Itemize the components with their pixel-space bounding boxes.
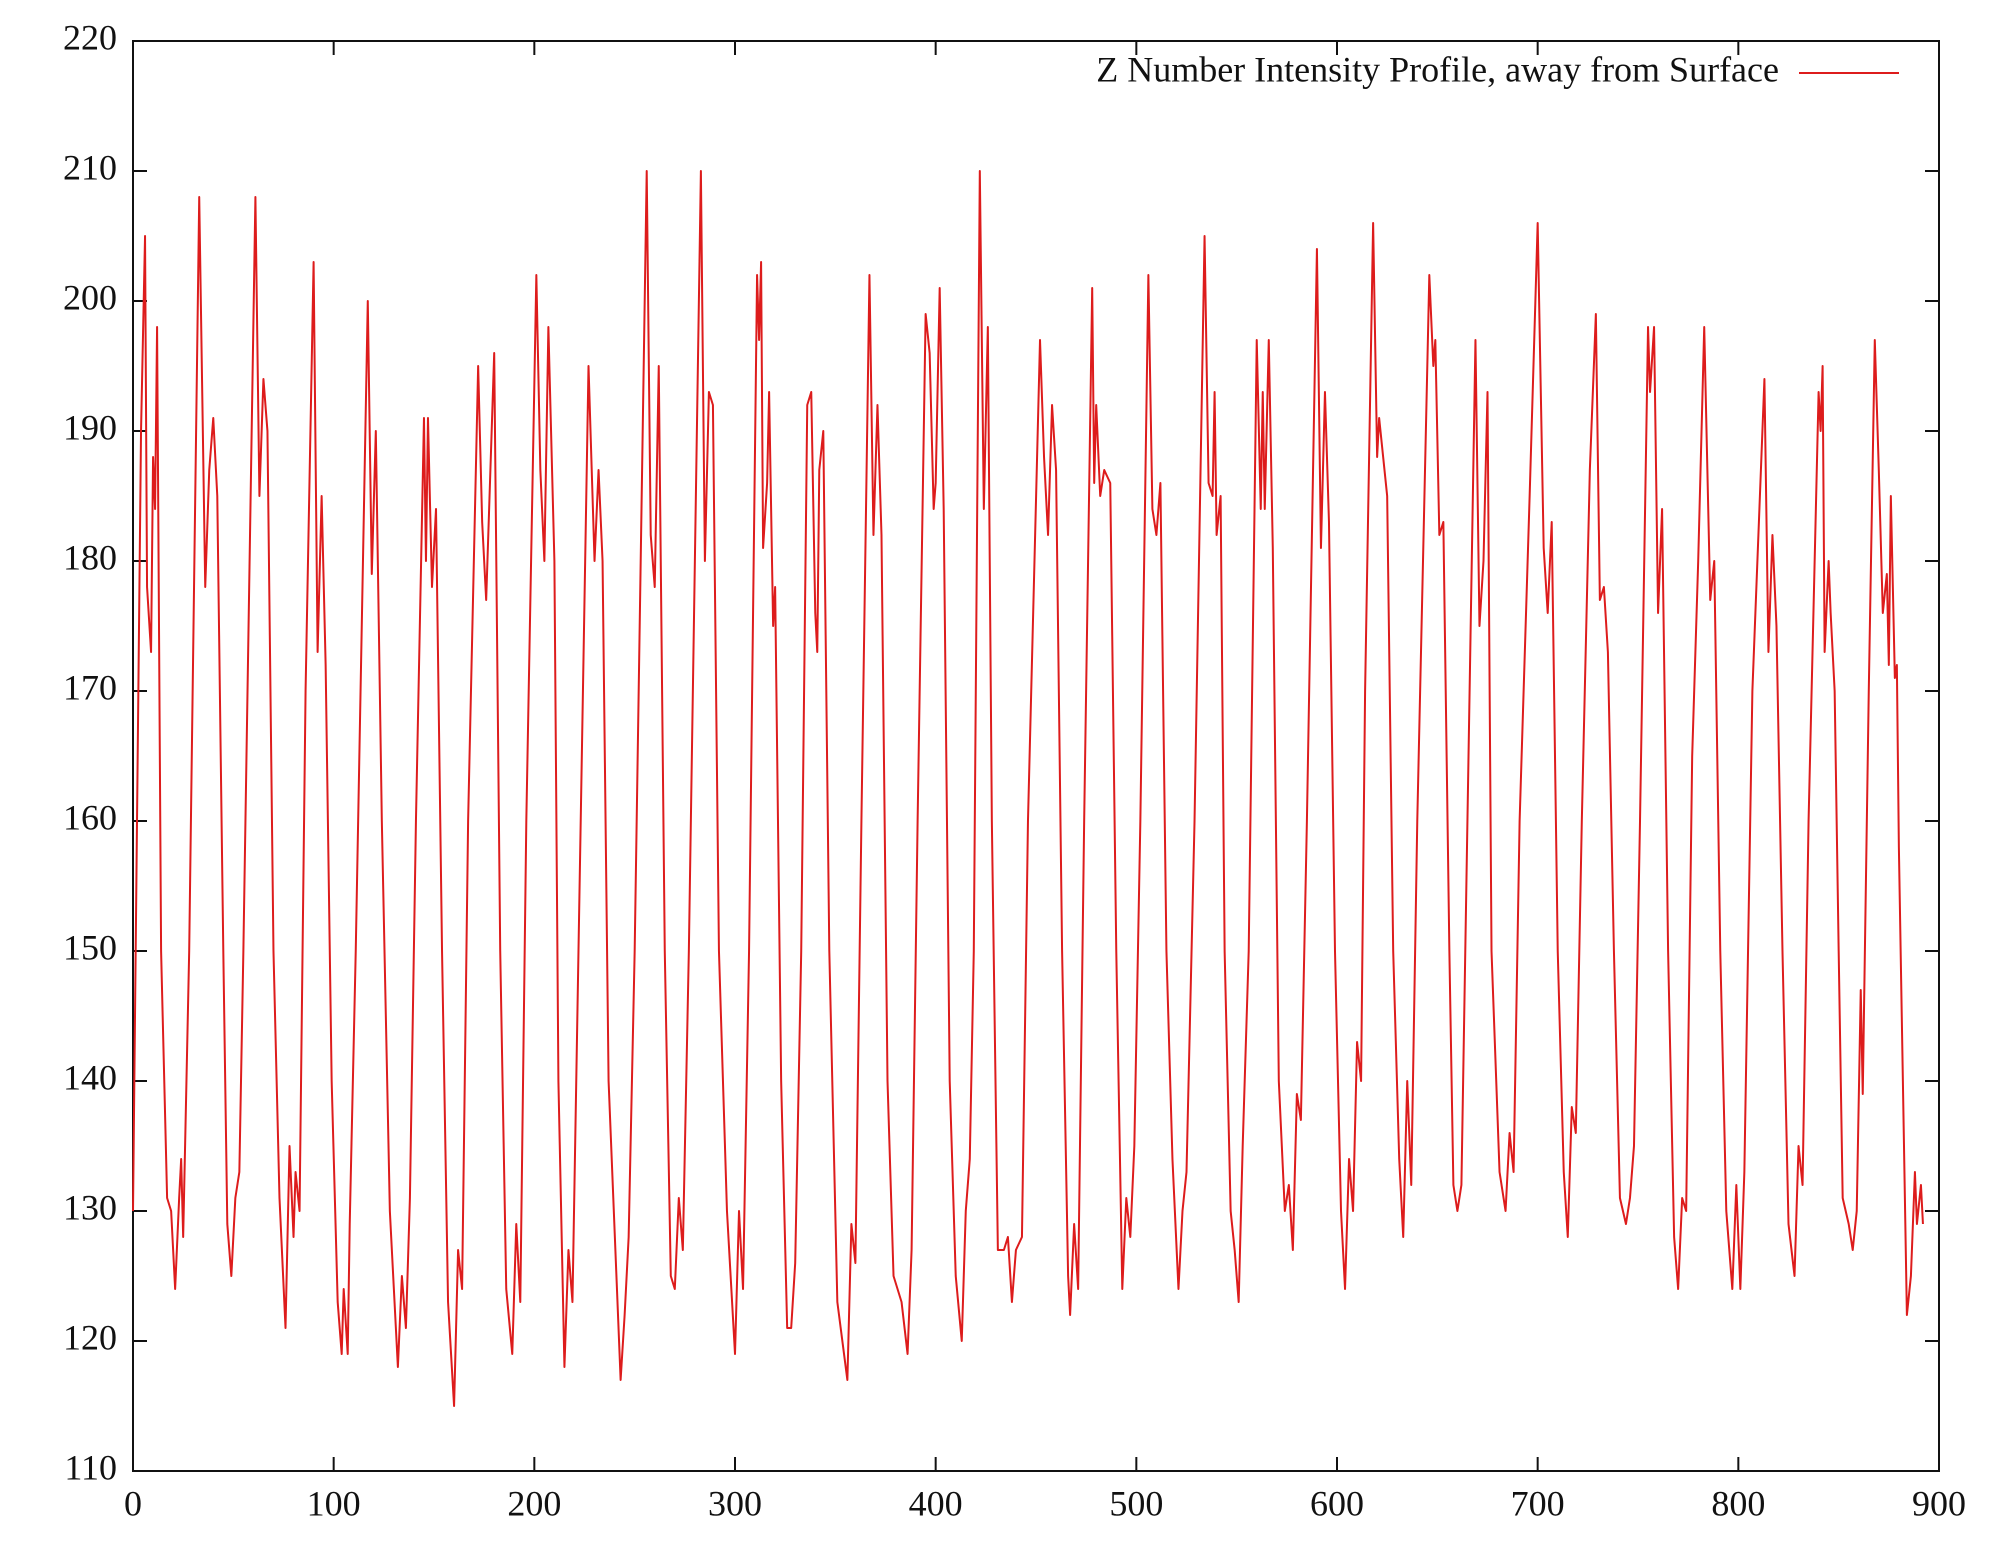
y-tick-label: 220 — [63, 17, 117, 57]
x-tick-label: 100 — [307, 1483, 361, 1523]
y-tick-label: 170 — [63, 667, 117, 707]
x-tick-label: 500 — [1109, 1483, 1163, 1523]
y-tick-label: 120 — [63, 1317, 117, 1357]
x-tick-label: 200 — [507, 1483, 561, 1523]
legend-label: Z Number Intensity Profile, away from Su… — [1096, 49, 1779, 89]
y-tick-label: 210 — [63, 147, 117, 187]
x-tick-label: 600 — [1310, 1483, 1364, 1523]
y-tick-label: 200 — [63, 277, 117, 317]
y-tick-label: 190 — [63, 407, 117, 447]
plot-frame — [132, 40, 1940, 1472]
y-tick-label: 110 — [64, 1447, 117, 1487]
y-tick-label: 150 — [63, 927, 117, 967]
x-tick-label: 400 — [909, 1483, 963, 1523]
x-tick-label: 0 — [124, 1483, 142, 1523]
y-tick-label: 160 — [63, 797, 117, 837]
x-tick-label: 900 — [1912, 1483, 1966, 1523]
data-line — [132, 170, 1924, 1407]
y-tick-label: 180 — [63, 537, 117, 577]
y-tick-label: 130 — [63, 1187, 117, 1227]
x-tick-label: 700 — [1511, 1483, 1565, 1523]
x-tick-label: 300 — [708, 1483, 762, 1523]
y-tick-label: 140 — [63, 1057, 117, 1097]
x-tick-label: 800 — [1711, 1483, 1765, 1523]
